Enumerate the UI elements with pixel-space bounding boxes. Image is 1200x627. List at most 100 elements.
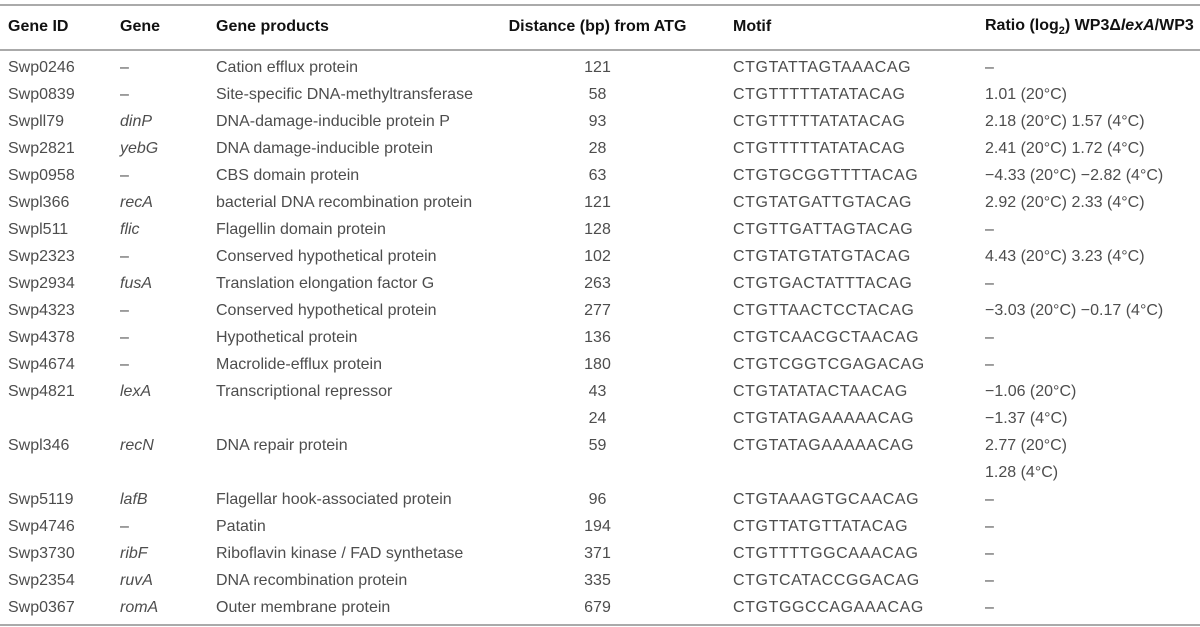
- distance-cell: 59: [588, 437, 607, 455]
- gene-product-cell: Patatin: [216, 518, 266, 536]
- gene-name-cell: –: [120, 248, 129, 266]
- gene-id-cell: Swp2323: [8, 248, 75, 266]
- distance-cell: 63: [588, 167, 607, 185]
- table-row: 24 CTGTATAGAAAAACAG −1.37 (4°C): [0, 405, 1200, 432]
- ratio-cell: –: [985, 545, 994, 563]
- gene-product-cell: Hypothetical protein: [216, 329, 358, 347]
- gene-id-cell: Swp0958: [8, 167, 75, 185]
- distance-cell: [470, 459, 725, 486]
- ratio-cell: 2.18 (20°C) 1.57 (4°C): [985, 113, 1145, 131]
- table-row: Swpl346 recN DNA repair protein 59 CTGTATAGA…: [0, 432, 1200, 459]
- gene-id-cell: Swp2821: [8, 140, 75, 158]
- gene-name-cell: –: [120, 302, 129, 320]
- distance-cell: 121: [584, 194, 611, 212]
- gene-product-cell: Macrolide-efflux protein: [216, 356, 383, 374]
- motif-cell: CTGTTTTTATATACAG: [733, 86, 906, 104]
- motif-cell: CTGTATAGAAAAACAG: [733, 410, 915, 428]
- motif-cell: CTGTATGATTGTACAG: [733, 194, 913, 212]
- header-ratio-prefix: Ratio (log: [985, 17, 1059, 34]
- distance-cell: 43: [588, 383, 607, 401]
- distance-cell: 93: [588, 113, 607, 131]
- distance-cell: 58: [588, 86, 607, 104]
- gene-id-cell: Swp0246: [8, 59, 75, 77]
- table-row: 1.28 (4°C): [0, 459, 1200, 486]
- gene-id-cell: Swp3730: [8, 545, 75, 563]
- gene-name-cell: recN: [120, 437, 154, 455]
- header-ratio-gene-name: lexA: [1120, 17, 1155, 34]
- table-row: Swpl366 recA bacterial DNA recombination p…: [0, 189, 1200, 216]
- table-row: Swp0958 – CBS domain protein 63 CTGTGCGGTTTT…: [0, 162, 1200, 189]
- table-row: Swp4821 lexA Transcriptional repressor 43 CT…: [0, 378, 1200, 405]
- table-row: Swpll79 dinP DNA-damage-inducible protein …: [0, 108, 1200, 135]
- gene-id-cell: [0, 459, 112, 486]
- lexa-regulon-table-wrapper: Gene ID Gene Gene products Distance (bp)…: [0, 4, 1200, 627]
- gene-name-cell: lafB: [120, 491, 148, 509]
- distance-cell: 194: [584, 518, 611, 536]
- ratio-cell: 1.01 (20°C): [985, 86, 1067, 104]
- table-row: Swp2821 yebG DNA damage-inducible protein 2…: [0, 135, 1200, 162]
- motif-cell: CTGTTTTTATATACAG: [733, 113, 906, 131]
- gene-name-cell: –: [120, 356, 129, 374]
- distance-cell: 102: [584, 248, 611, 266]
- gene-name-cell: lexA: [120, 383, 152, 401]
- header-gene-products: Gene products: [216, 18, 329, 36]
- gene-name-cell: –: [120, 167, 129, 185]
- table-body: Swp0246 – Cation efflux protein 121 CTGTATTA…: [0, 50, 1200, 625]
- motif-cell: CTGTATAGAAAAACAG: [733, 437, 915, 455]
- ratio-cell: −1.06 (20°C): [985, 383, 1077, 401]
- ratio-cell: –: [985, 329, 994, 347]
- gene-id-cell: Swpll79: [8, 113, 65, 131]
- distance-cell: 136: [584, 329, 611, 347]
- table-row: Swpl511 flic Flagellin domain protein 128 CT…: [0, 216, 1200, 243]
- gene-product-cell: CBS domain protein: [216, 167, 360, 185]
- gene-product-cell: Flagellin domain protein: [216, 221, 386, 239]
- motif-cell: CTGTATATACTAACAG: [733, 383, 908, 401]
- motif-cell: CTGTCGGTCGAGACAG: [733, 356, 925, 374]
- table-row: Swp2934 fusA Translation elongation factor…: [0, 270, 1200, 297]
- table-row: Swp3730 ribF Riboflavin kinase / FAD synth…: [0, 540, 1200, 567]
- gene-product-cell: DNA damage-inducible protein: [216, 140, 434, 158]
- gene-product-cell: Conserved hypothetical protein: [216, 302, 437, 320]
- ratio-cell: –: [985, 356, 994, 374]
- gene-name-cell: ruvA: [120, 572, 153, 590]
- distance-cell: 335: [584, 572, 611, 590]
- gene-product-cell: Site-specific DNA-methyltransferase: [216, 86, 473, 104]
- gene-id-cell: Swpl511: [8, 221, 69, 239]
- ratio-cell: –: [985, 491, 994, 509]
- motif-cell: CTGTTATGTTATACAG: [733, 518, 909, 536]
- table-row: Swp4323 – Conserved hypothetical protein 27…: [0, 297, 1200, 324]
- table-row: Swp2354 ruvA DNA recombination protein 335 C…: [0, 567, 1200, 594]
- header-distance: Distance (bp) from ATG: [508, 18, 687, 36]
- ratio-cell: 4.43 (20°C) 3.23 (4°C): [985, 248, 1145, 266]
- motif-cell: CTGTGACTATTTACAG: [733, 275, 913, 293]
- table-row: Swp4746 – Patatin 194 CTGTTATGTTATACAG –: [0, 513, 1200, 540]
- gene-id-cell: Swp0367: [8, 599, 75, 617]
- distance-cell: 128: [584, 221, 611, 239]
- motif-cell: CTGTGCGGTTTTACAG: [733, 167, 919, 185]
- header-ratio-suffix: /WP3: [1154, 17, 1194, 34]
- motif-cell: CTGTCAACGCTAACAG: [733, 329, 920, 347]
- ratio-cell: –: [985, 275, 994, 293]
- gene-product-cell: bacterial DNA recombination protein: [216, 194, 473, 212]
- gene-id-cell: Swp4378: [8, 329, 75, 347]
- table-header: Gene ID Gene Gene products Distance (bp)…: [0, 5, 1200, 51]
- motif-cell: CTGTCATACCGGACAG: [733, 572, 920, 590]
- motif-cell: CTGTTGATTAGTACAG: [733, 221, 914, 239]
- distance-cell: 263: [584, 275, 611, 293]
- distance-cell: 371: [584, 545, 611, 563]
- table-row: Swp0367 romA Outer membrane protein 679 CTGT…: [0, 594, 1200, 625]
- gene-id-cell: Swp2934: [8, 275, 75, 293]
- header-ratio-subscript: 2: [1058, 25, 1065, 38]
- table-row: Swp2323 – Conserved hypothetical protein 10…: [0, 243, 1200, 270]
- header-ratio: Ratio (log2) WP3ΔlexA/WP3: [977, 5, 1200, 50]
- gene-name-cell: –: [120, 329, 129, 347]
- ratio-cell: –: [985, 221, 994, 239]
- gene-product-cell: Conserved hypothetical protein: [216, 248, 437, 266]
- header-ratio-mid: ) WP3Δ: [1064, 17, 1121, 34]
- distance-cell: 121: [584, 59, 611, 77]
- motif-cell: CTGTAAAGTGCAACAG: [733, 491, 920, 509]
- gene-product-cell: Flagellar hook-associated protein: [216, 491, 452, 509]
- gene-name-cell: flic: [120, 221, 140, 239]
- header-row: Gene ID Gene Gene products Distance (bp)…: [0, 5, 1200, 51]
- gene-name-cell: dinP: [120, 113, 153, 131]
